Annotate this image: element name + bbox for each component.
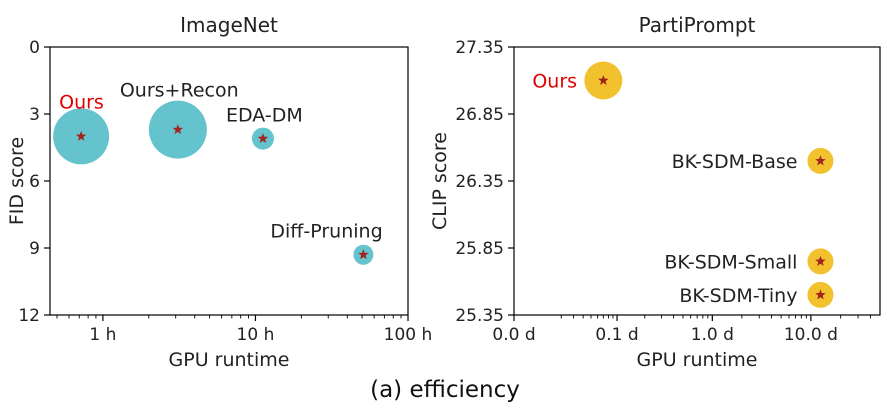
data-point-star [75, 130, 87, 141]
x-tick-label: 100 h [384, 325, 433, 345]
x-tick-label: 0.0 d [492, 325, 535, 345]
x-tick-label: 10 h [237, 325, 275, 345]
data-point-label: Ours [532, 71, 577, 93]
chart-title: ImageNet [180, 13, 278, 37]
x-axis-label: GPU runtime [169, 349, 290, 371]
x-tick-label: 10.0 d [784, 325, 838, 345]
y-tick-label: 26.35 [455, 172, 504, 192]
figure-caption: (a) efficiency [370, 377, 520, 403]
y-tick-label: 26.85 [455, 105, 504, 125]
data-point-label: BK-SDM-Small [664, 251, 797, 273]
y-tick-label: 27.35 [455, 38, 504, 58]
y-tick-label: 25.85 [455, 239, 504, 259]
data-point-label: Ours [59, 91, 104, 113]
y-tick-label: 6 [29, 172, 40, 192]
data-point-star [598, 75, 609, 85]
data-point-star [358, 249, 369, 260]
data-point-label: BK-SDM-Tiny [679, 285, 797, 307]
y-tick-label: 25.35 [455, 306, 504, 326]
data-point-star [257, 133, 269, 144]
x-tick-label: 0.1 d [595, 325, 638, 345]
y-axis-label: FID score [6, 137, 28, 225]
x-tick-label: 1.0 d [691, 325, 734, 345]
data-point-label: EDA-DM [226, 105, 303, 127]
x-tick-label: 1 h [89, 325, 116, 345]
data-point-label: Diff-Pruning [270, 221, 382, 243]
x-axis-label: GPU runtime [637, 349, 758, 371]
chart-title: PartiPrompt [639, 13, 756, 37]
data-point-star [815, 255, 826, 266]
y-axis-label: CLIP score [429, 132, 451, 230]
data-point-star [815, 289, 826, 300]
y-tick-label: 0 [29, 38, 40, 58]
data-point-star [815, 155, 826, 166]
data-point-label: BK-SDM-Base [672, 151, 798, 173]
data-point-star [172, 124, 184, 135]
y-tick-label: 9 [29, 239, 40, 259]
data-point-label: Ours+Recon [120, 80, 239, 102]
y-tick-label: 3 [29, 105, 40, 125]
y-tick-label: 12 [18, 306, 40, 326]
